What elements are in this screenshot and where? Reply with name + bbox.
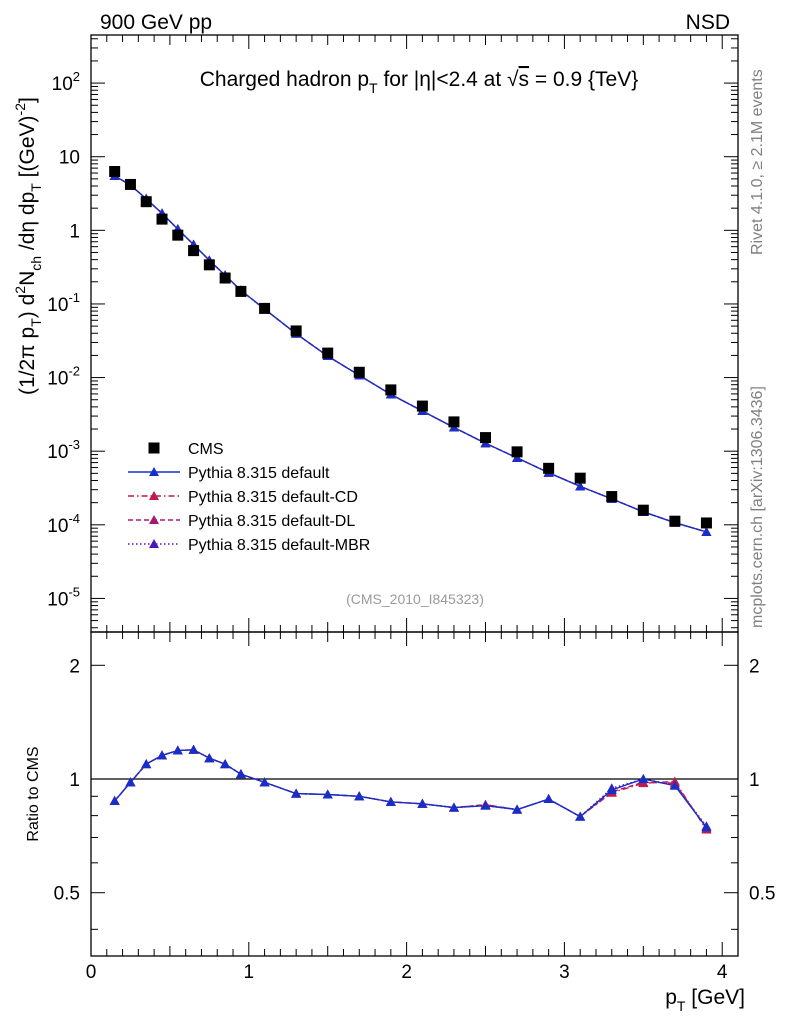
main-title: Charged hadron pT for |η|<2.4 at √s = 0.… (200, 68, 638, 96)
cms-data-point (606, 491, 618, 503)
main-y-tick-label: 10-3 (47, 437, 80, 463)
ratio-series-marker (235, 769, 246, 779)
ratio-series-marker (188, 744, 199, 754)
ratio-series-marker (669, 780, 680, 790)
cms-data-point (172, 229, 184, 241)
cms-data-point (290, 325, 302, 337)
ratio-y-tick-label-right: 1 (749, 770, 760, 791)
cms-data-point (109, 165, 121, 177)
ratio-series-marker (512, 804, 523, 814)
ratio-series-marker (701, 822, 712, 832)
cms-data-point (700, 517, 712, 529)
ratio-y-tick-label: 2 (69, 656, 80, 677)
ratio-series-marker (322, 789, 333, 799)
ratio-series-marker (157, 750, 168, 760)
main-series-marker (512, 452, 523, 462)
cms-data-point (385, 384, 397, 396)
ratio-series-marker (354, 791, 365, 801)
ratio-panel-frame (90, 631, 739, 957)
ratio-series-marker (543, 794, 554, 804)
cms-data-point (669, 515, 681, 527)
main-y-tick-label: 10-5 (47, 584, 80, 610)
cms-data-point (480, 432, 492, 444)
ratio-series-marker (220, 759, 231, 769)
ratio-y-tick-label-right: 0.5 (749, 884, 775, 905)
ratio-series-marker (204, 753, 215, 763)
legend-label: CMS (188, 441, 224, 458)
ratio-series-marker (109, 795, 120, 805)
side-label-rivet: Rivet 4.1.0, ≥ 2.1M events (749, 69, 766, 255)
ratio-series-marker (259, 777, 270, 787)
ratio-series-marker (480, 800, 491, 810)
cms-data-point (574, 472, 586, 484)
ratio-y-tick-label: 1 (69, 770, 80, 791)
main-series-marker (575, 481, 586, 491)
legend-symbol-marker (149, 515, 159, 524)
x-tick-label: 0 (86, 962, 97, 983)
ratio-series-line (114, 749, 707, 829)
cms-data-point (543, 462, 555, 474)
cms-data-point (235, 285, 247, 297)
header-right: NSD (686, 11, 730, 34)
x-tick-label: 3 (559, 962, 570, 983)
main-series-marker (701, 526, 712, 536)
main-axis-ticks: 10-5 10-4 10-3 10-2 10-1 1 10 102 (47, 35, 739, 632)
cms-data-point (259, 302, 271, 314)
legend-label: Pythia 8.315 default-CD (188, 489, 358, 506)
ratio-axis-ticks: 0.5 0.5 1 1 2 2 0 1 2 3 4 (54, 632, 775, 983)
cms-data-point (203, 259, 215, 271)
ratio-series-marker (385, 796, 396, 806)
cms-data-point (188, 245, 200, 257)
x-tick-label: 1 (244, 962, 255, 983)
cms-data-point (124, 178, 136, 190)
legend-symbol-marker (149, 539, 159, 548)
ratio-series-line (114, 749, 707, 828)
ratio-series-marker (606, 785, 617, 795)
cms-data-point (156, 213, 168, 225)
cms-data-point (219, 272, 231, 284)
legend-label: Pythia 8.315 default-MBR (188, 537, 370, 554)
ratio-y-tick-label-right: 2 (749, 656, 760, 677)
x-axis-label: pT [GeV] (665, 986, 745, 1014)
cms-data-point (353, 366, 365, 378)
legend-symbol-marker (149, 491, 159, 500)
ratio-y-axis-label: Ratio to CMS (25, 746, 42, 841)
main-y-tick-label: 10-4 (47, 511, 80, 537)
main-series-layer (109, 165, 712, 536)
ratio-series-marker (575, 811, 586, 821)
main-y-tick-label: 10-1 (47, 290, 80, 316)
ratio-series-layer (109, 744, 712, 834)
side-label-mcplots: mcplots.cern.ch [arXiv:1306.3436] (749, 386, 766, 628)
ratio-y-tick-label: 0.5 (54, 884, 80, 905)
legend: CMS Pythia 8.315 default Pythia 8.315 defa… (128, 441, 370, 554)
ratio-series-marker (291, 788, 302, 798)
main-y-tick-label: 10-2 (47, 364, 80, 390)
x-tick-label: 4 (717, 962, 728, 983)
main-y-axis-label: (1/2π pT) d2Nch /dη dpT [(GeV)-2] (12, 97, 44, 395)
x-tick-label: 2 (401, 962, 412, 983)
main-y-tick-label: 10 (59, 148, 80, 169)
main-y-tick-label: 102 (52, 69, 80, 95)
cms-data-point (416, 400, 428, 412)
legend-symbol-square (148, 442, 160, 454)
ratio-series-marker (172, 745, 183, 755)
cms-data-point (637, 504, 649, 516)
cms-data-point (322, 347, 334, 359)
ratio-series-marker (125, 777, 136, 787)
cms-data-point (511, 446, 523, 458)
cms-data-point (140, 196, 152, 208)
cms-data-point (448, 416, 460, 428)
ratio-series-marker (417, 798, 428, 808)
legend-symbol-marker (149, 467, 159, 476)
ratio-series-marker (638, 774, 649, 784)
main-series-line (114, 175, 707, 533)
analysis-watermark: (CMS_2010_I845323) (346, 591, 484, 607)
legend-label: Pythia 8.315 default-DL (188, 513, 355, 530)
legend-label: Pythia 8.315 default (188, 465, 330, 482)
ratio-series-marker (448, 802, 459, 812)
header-left: 900 GeV pp (100, 11, 212, 34)
main-y-tick-label: 1 (69, 221, 80, 242)
ratio-series-marker (141, 759, 152, 769)
